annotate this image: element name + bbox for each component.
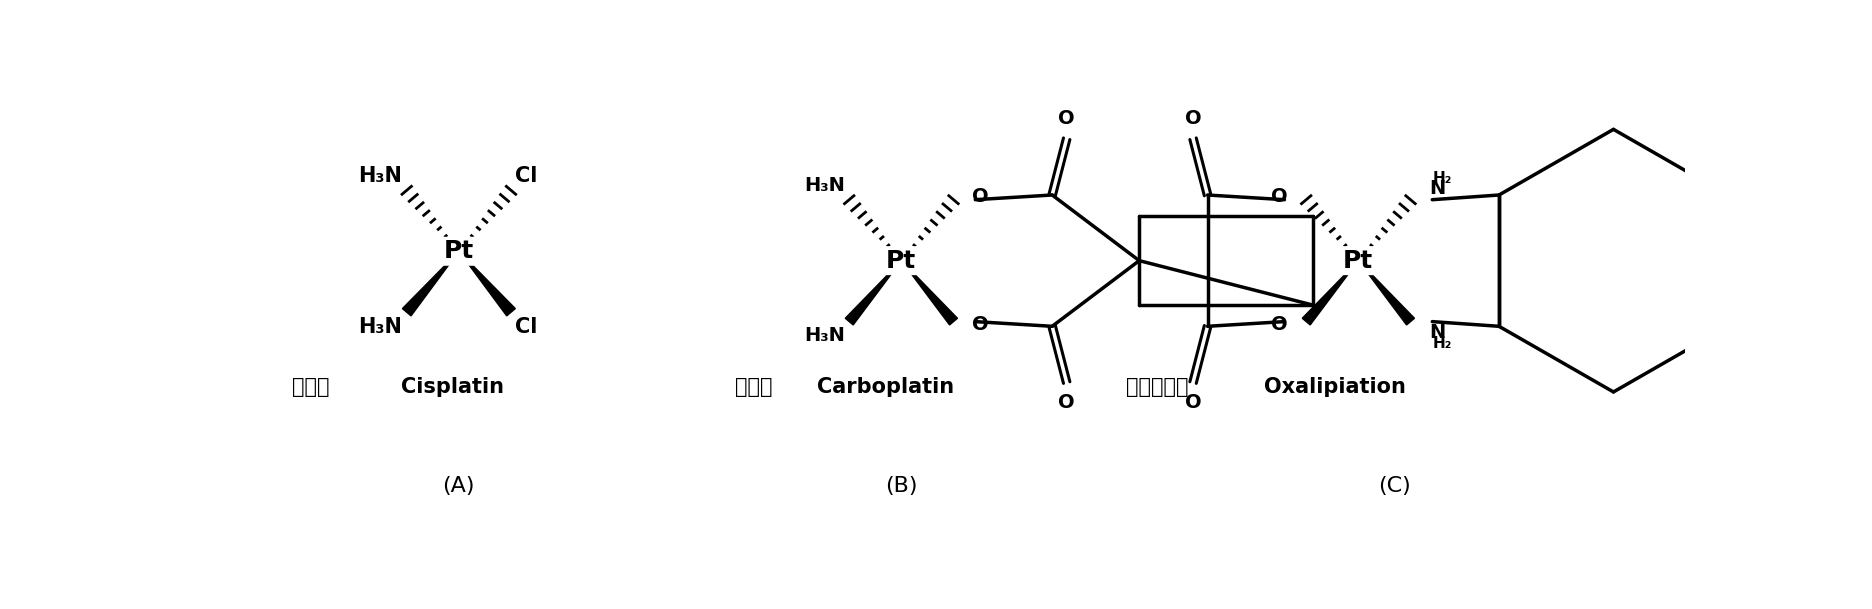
- Text: Cl: Cl: [515, 166, 537, 186]
- Text: 卡铂，: 卡铂，: [734, 377, 771, 397]
- Text: O: O: [1058, 393, 1075, 412]
- Text: H₃N: H₃N: [803, 326, 844, 345]
- Text: Oxalipiation: Oxalipiation: [1264, 377, 1406, 397]
- Text: Cl: Cl: [515, 317, 537, 337]
- Text: N: N: [1430, 323, 1445, 342]
- Text: (B): (B): [885, 476, 917, 496]
- Text: 奥沙利铂，: 奥沙利铂，: [1127, 377, 1189, 397]
- Text: Pt: Pt: [1344, 248, 1374, 273]
- Text: Pt: Pt: [444, 239, 474, 263]
- Polygon shape: [1359, 261, 1415, 325]
- Text: N: N: [1430, 179, 1445, 199]
- Text: (A): (A): [442, 476, 475, 496]
- Text: O: O: [1058, 110, 1075, 128]
- Text: Pt: Pt: [885, 248, 917, 273]
- Text: H₃N: H₃N: [359, 317, 402, 337]
- Text: O: O: [1185, 393, 1202, 412]
- Polygon shape: [402, 252, 459, 316]
- Text: O: O: [1271, 188, 1288, 206]
- Text: H₂: H₂: [1432, 171, 1453, 186]
- Text: O: O: [972, 188, 988, 206]
- Text: (C): (C): [1378, 476, 1411, 496]
- Text: Cisplatin: Cisplatin: [401, 377, 504, 397]
- Text: H₃N: H₃N: [803, 176, 844, 195]
- Text: H₃N: H₃N: [359, 166, 402, 186]
- Text: O: O: [1271, 315, 1288, 334]
- Text: O: O: [972, 315, 988, 334]
- Polygon shape: [1303, 261, 1359, 325]
- Text: 顺铂，: 顺铂，: [292, 377, 329, 397]
- Polygon shape: [459, 252, 515, 316]
- Text: Carboplatin: Carboplatin: [818, 377, 955, 397]
- Text: O: O: [1185, 110, 1202, 128]
- Polygon shape: [902, 261, 957, 325]
- Text: H₂: H₂: [1432, 336, 1453, 351]
- Polygon shape: [846, 261, 902, 325]
